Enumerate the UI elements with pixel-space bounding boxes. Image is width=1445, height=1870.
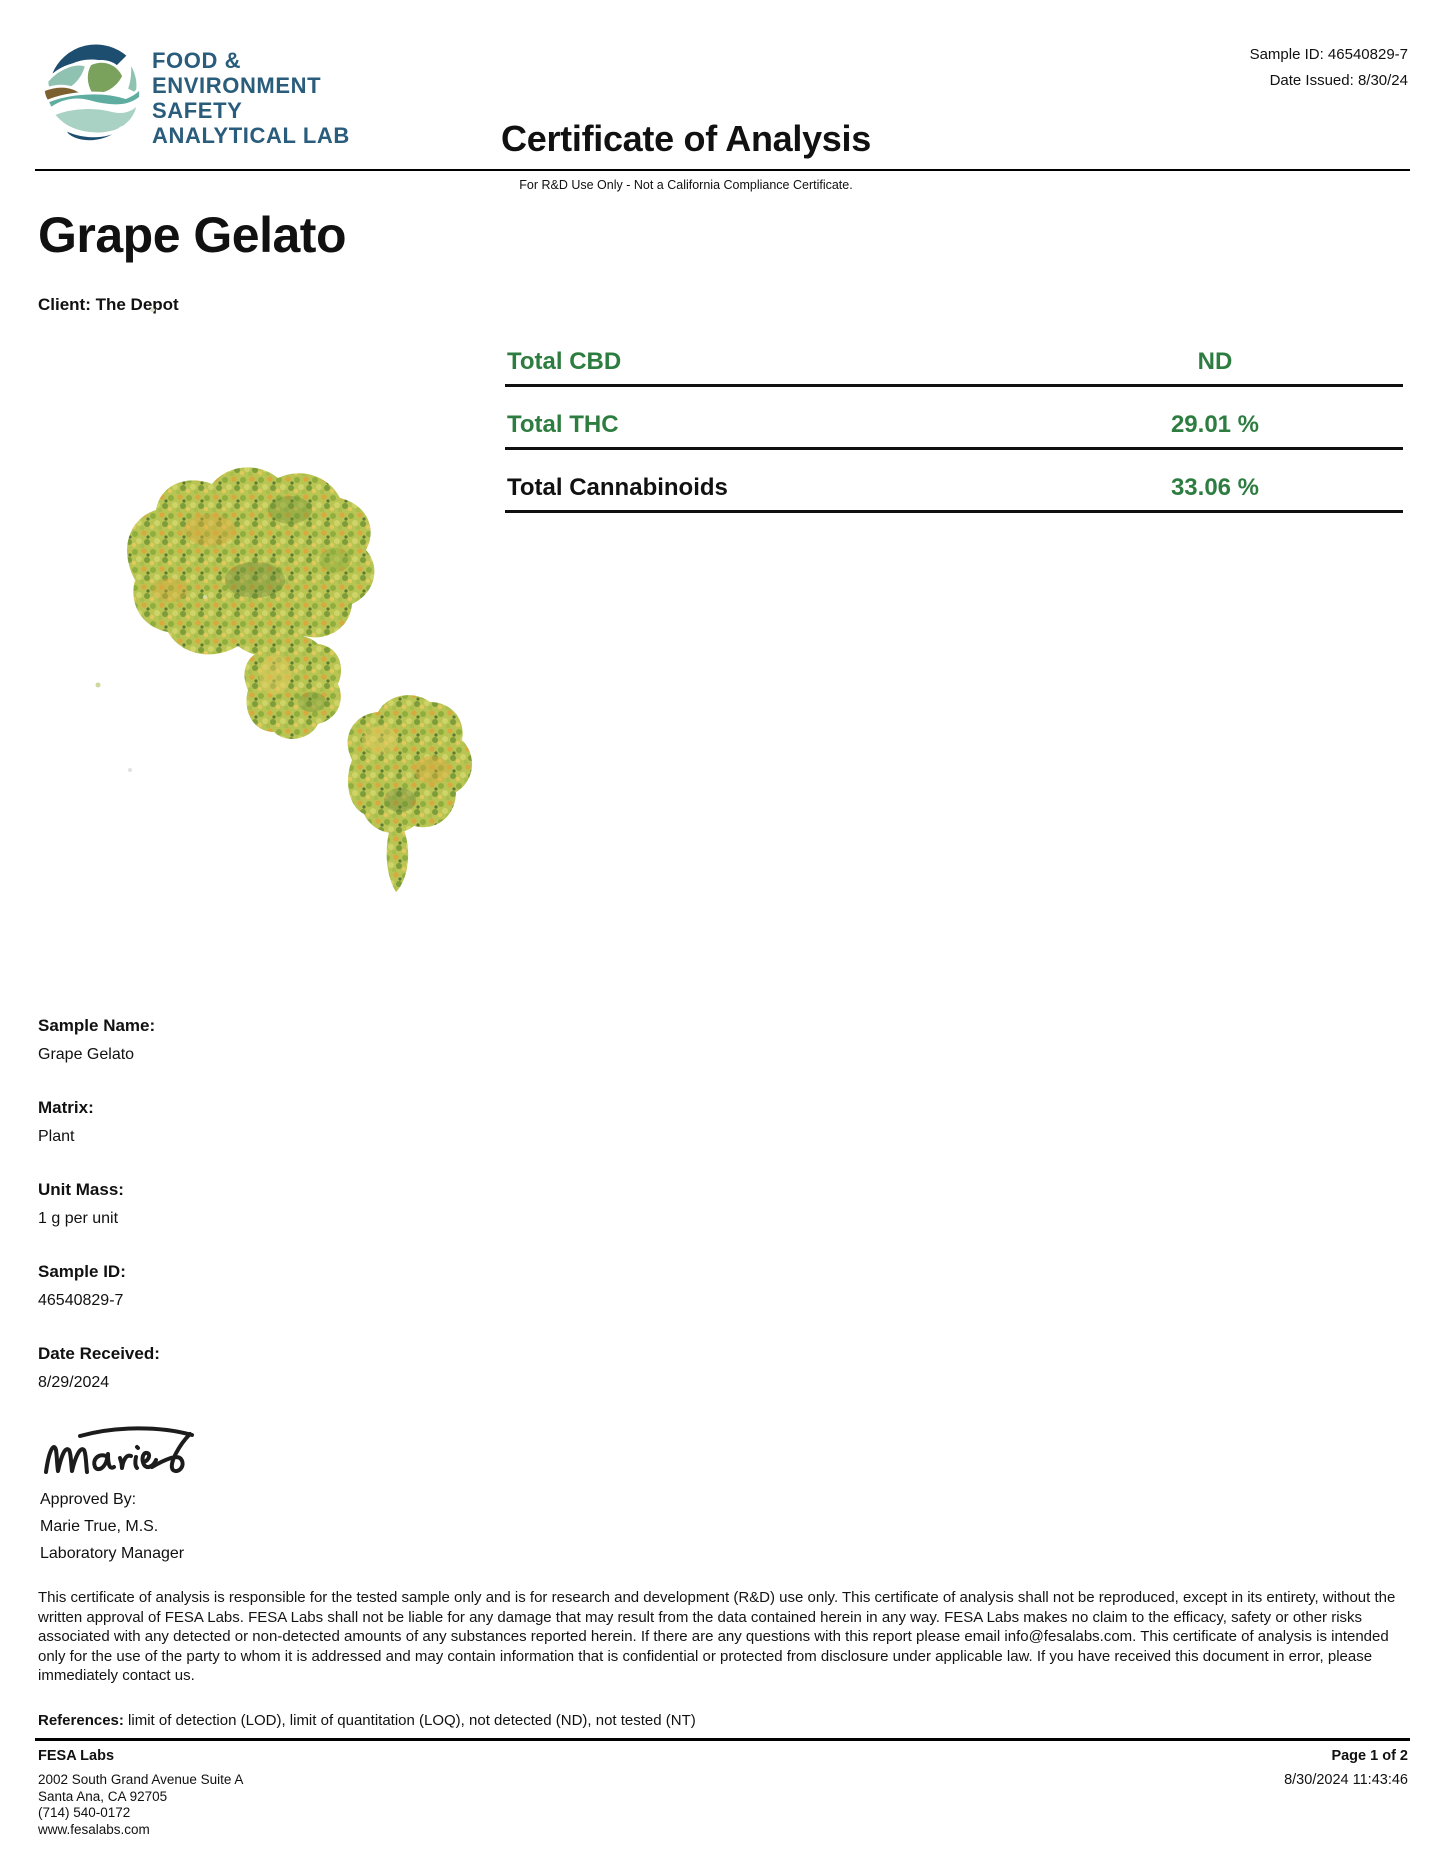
document-meta: Sample ID: 46540829-7 Date Issued: 8/30/… (1250, 42, 1408, 94)
lab-name: FOOD & ENVIRONMENT SAFETY ANALYTICAL LAB (152, 48, 350, 148)
footer-timestamp: 8/30/2024 11:43:46 (1284, 1772, 1408, 1788)
approval-block: Approved By: Marie True, M.S. Laboratory… (40, 1486, 184, 1567)
detail-block: Matrix: Plant (38, 1098, 458, 1146)
footer-address-line: 2002 South Grand Avenue Suite A (38, 1772, 244, 1787)
detail-label: Matrix: (38, 1098, 94, 1117)
row-value: 33.06 % (1170, 474, 1260, 501)
lab-name-line: FOOD & (152, 48, 242, 73)
footer-rule (35, 1738, 1410, 1741)
signature-image (44, 1426, 194, 1474)
client-name: Client: The Depot (38, 295, 179, 314)
footer-address-line: Santa Ana, CA 92705 (38, 1788, 168, 1804)
approver-name: Marie True, M.S. (40, 1518, 159, 1535)
date-issued: Date Issued: 8/30/24 (1269, 72, 1408, 89)
detail-label: Sample ID: (38, 1262, 126, 1281)
table-row: Total THC 29.01 % (505, 387, 1403, 450)
footer-address: 2002 South Grand Avenue Suite A Santa An… (38, 1772, 243, 1838)
lab-name-line: SAFETY (152, 98, 243, 123)
detail-block: Sample Name: Grape Gelato (38, 1016, 458, 1064)
row-label: Total CBD (507, 348, 622, 375)
detail-label: Sample Name: (38, 1016, 156, 1035)
lab-name-line: ANALYTICAL LAB (152, 123, 350, 148)
header-rule (35, 169, 1410, 171)
fesa-lab-logo-icon (42, 41, 142, 143)
footer-company: FESA Labs (38, 1748, 115, 1764)
table-row: Total Cannabinoids 33.06 % (505, 450, 1403, 513)
footer-page-number: Page 1 of 2 (1331, 1748, 1408, 1764)
row-label: Total THC (507, 411, 619, 438)
table-row: Total CBD ND (505, 324, 1403, 387)
cannabis-bud-image (95, 467, 473, 892)
approver-title: Laboratory Manager (40, 1545, 185, 1562)
product-name: Grape Gelato (38, 207, 347, 263)
references-text: limit of detection (LOD), limit of quant… (123, 1712, 696, 1729)
detail-block: Date Received: 8/29/2024 (38, 1344, 458, 1392)
detail-label: Unit Mass: (38, 1180, 124, 1199)
sample-id-header: Sample ID: 46540829-7 (1249, 46, 1408, 63)
certificate-subtitle: For R&D Use Only - Not a California Comp… (519, 178, 853, 192)
approved-by-label: Approved By: (40, 1491, 137, 1508)
row-value: ND (1197, 348, 1233, 375)
detail-value: 8/29/2024 (38, 1374, 110, 1391)
photo-speck (150, 308, 155, 312)
disclaimer-text: This certificate of analysis is responsi… (38, 1589, 1396, 1684)
footer-address-line: www.fesalabs.com (38, 1821, 150, 1837)
references-line: References: limit of detection (LOD), li… (38, 1712, 1410, 1729)
detail-value: 1 g per unit (38, 1210, 119, 1227)
detail-block: Sample ID: 46540829-7 (38, 1262, 458, 1310)
references-label: References: (38, 1712, 124, 1729)
footer-address-line: (714) 540-0172 (38, 1805, 131, 1820)
row-value: 29.01 % (1170, 411, 1260, 438)
detail-value: 46540829-7 (38, 1292, 124, 1309)
detail-value: Plant (38, 1128, 75, 1145)
sample-details-section: Sample Name: Grape Gelato Matrix: Plant … (38, 1016, 458, 1426)
detail-label: Date Received: (38, 1344, 160, 1363)
row-label: Total Cannabinoids (507, 474, 728, 501)
detail-block: Unit Mass: 1 g per unit (38, 1180, 458, 1228)
detail-value: Grape Gelato (38, 1046, 135, 1063)
cannabinoid-summary-table: Total CBD ND Total THC 29.01 % Total Can… (505, 324, 1403, 513)
certificate-title: Certificate of Analysis (501, 118, 871, 159)
lab-name-line: ENVIRONMENT (152, 73, 322, 98)
